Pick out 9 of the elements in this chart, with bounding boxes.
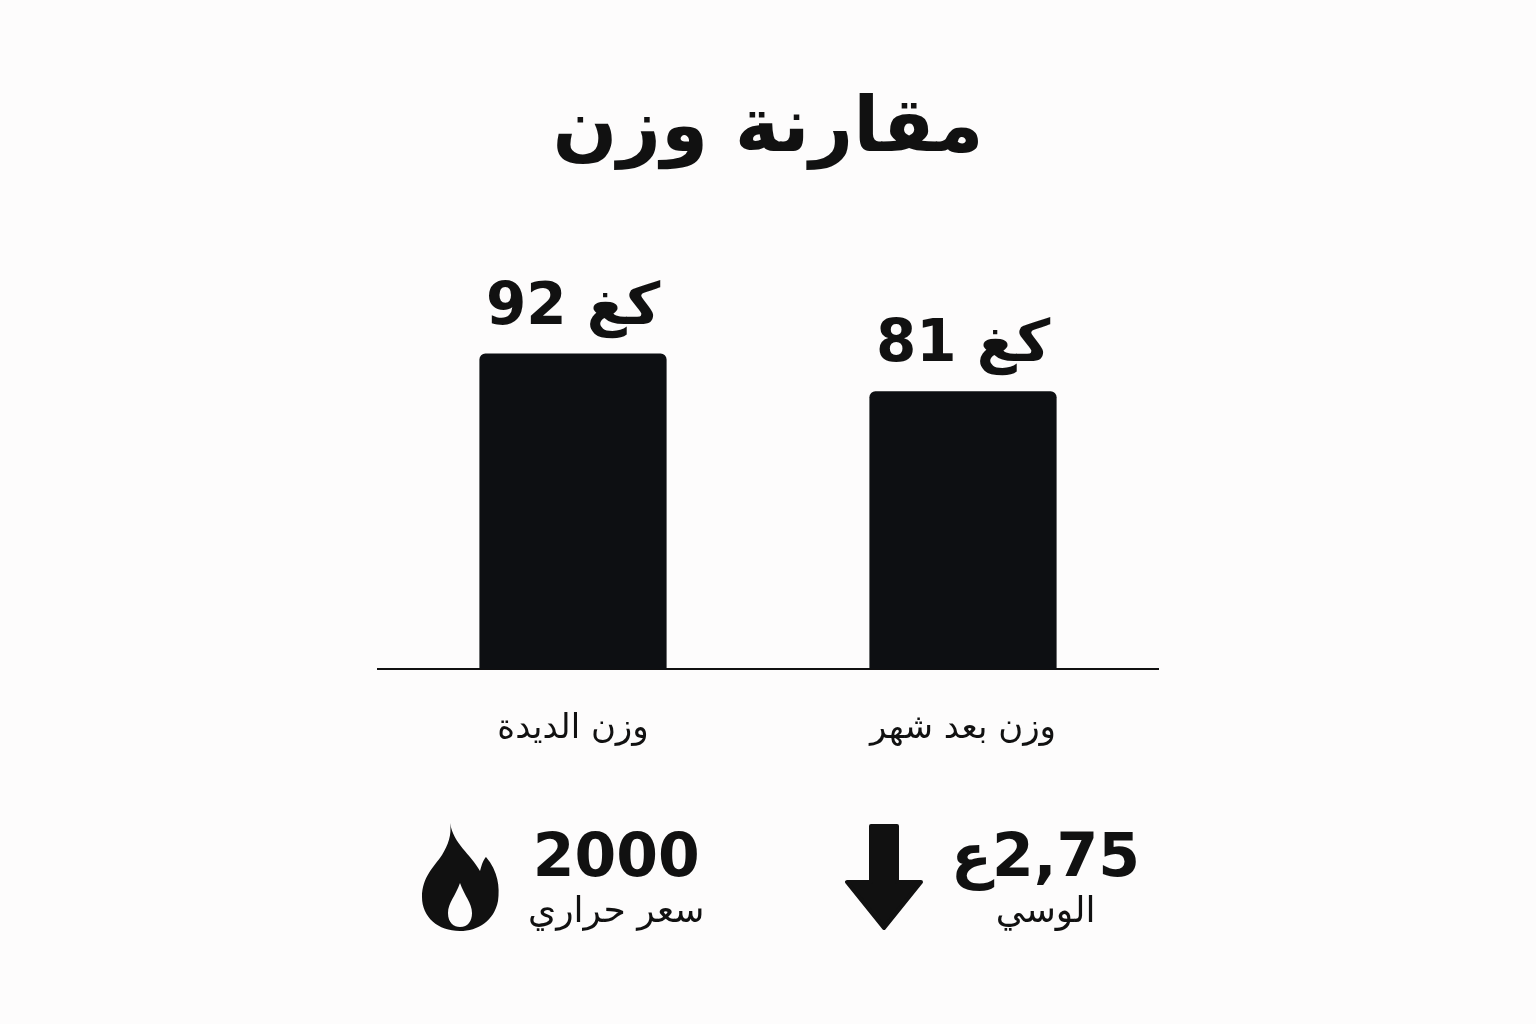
text: سعر حراري [528,888,705,932]
chart-title: مقارنة وزن [551,80,985,169]
text: 2000 [531,820,701,890]
data-label: 81 كغ [875,307,1051,377]
text: الوسي [995,889,1096,932]
data-label: 92 كغ [485,269,661,339]
x-tick-label: وزن الديدة [497,706,649,748]
x-tick-label: وزن بعد شهر [867,706,1057,748]
text: 2,75ع [951,820,1141,890]
